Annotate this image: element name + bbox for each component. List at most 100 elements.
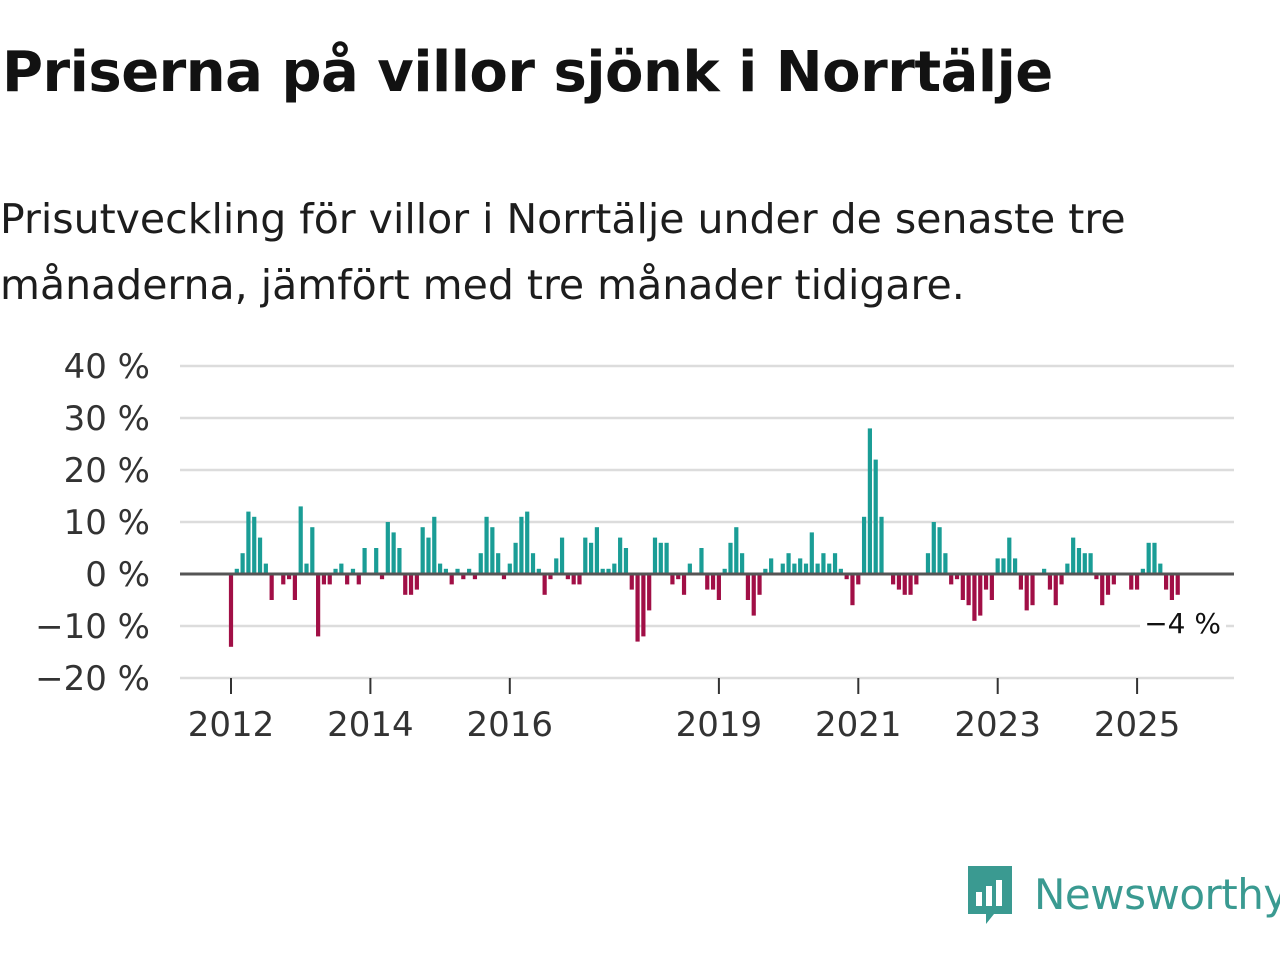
bar — [925, 553, 931, 574]
bar — [1146, 542, 1151, 574]
bar — [345, 574, 350, 585]
bar — [989, 574, 994, 600]
bar — [658, 542, 663, 574]
bar — [728, 542, 733, 574]
bar — [461, 574, 466, 580]
bar — [943, 553, 948, 574]
annotations: −4 % — [1140, 607, 1226, 642]
bar — [716, 574, 721, 600]
bar — [734, 527, 739, 574]
x-tick-label: 2021 — [815, 705, 902, 745]
bar — [629, 574, 634, 590]
bar — [281, 574, 286, 585]
bar — [1047, 574, 1053, 590]
bar — [374, 548, 379, 574]
bar — [292, 574, 297, 600]
bar — [455, 568, 460, 574]
bar — [228, 574, 234, 647]
bar — [594, 527, 600, 574]
bar — [1053, 574, 1058, 606]
bar — [612, 563, 617, 574]
bar — [263, 563, 268, 574]
bar — [798, 558, 803, 574]
bars — [228, 428, 1180, 647]
y-tick-label: −10 % — [35, 607, 150, 647]
bar — [577, 574, 582, 585]
bar — [443, 568, 448, 574]
bar — [960, 574, 965, 600]
newsworthy-logo: Newsworthy — [964, 862, 1280, 926]
bar — [362, 548, 367, 574]
chart-title: Priserna på villor sjönk i Norrtälje — [2, 40, 1053, 105]
x-tick-label: 2012 — [188, 705, 275, 745]
bar — [327, 574, 332, 585]
newsworthy-logo-icon — [968, 866, 1012, 924]
brand-name: Newsworthy — [1034, 869, 1280, 919]
bar — [379, 574, 385, 580]
bar — [902, 574, 907, 595]
bar — [670, 574, 675, 585]
bar — [571, 574, 576, 585]
bar — [780, 563, 785, 574]
bar — [1071, 537, 1076, 574]
bar — [710, 574, 716, 590]
bar — [391, 532, 396, 574]
bar — [478, 553, 483, 574]
bar — [310, 527, 315, 574]
bar — [803, 563, 809, 574]
bar — [635, 574, 640, 642]
bar — [647, 574, 652, 611]
bar — [484, 516, 489, 574]
bar — [513, 542, 518, 574]
bar — [252, 516, 257, 574]
bar — [856, 574, 861, 585]
bar — [385, 522, 390, 574]
bar — [1007, 537, 1012, 574]
bar — [321, 574, 327, 585]
bar — [972, 574, 977, 621]
bar — [809, 532, 814, 574]
bar — [740, 553, 745, 574]
bar — [623, 548, 629, 574]
bar — [583, 537, 588, 574]
bar — [699, 548, 704, 574]
y-tick-label: 40 % — [64, 347, 150, 387]
bar — [1129, 574, 1134, 590]
bar — [530, 553, 536, 574]
bar-chart: 40 %30 %20 %10 %0 %−10 %−20 % 2012 2014 20… — [35, 347, 1234, 745]
bar — [1030, 574, 1035, 606]
bar — [832, 553, 838, 574]
bar — [786, 553, 791, 574]
bar — [815, 563, 820, 574]
bar — [420, 527, 425, 574]
bar — [437, 563, 443, 574]
bar — [548, 574, 553, 580]
bar — [949, 574, 954, 585]
bar — [234, 568, 239, 574]
bar — [1001, 558, 1006, 574]
bar — [496, 553, 501, 574]
y-axis-labels: 40 % 30 % 20 % 10 % 0 % −10 % −20 % — [35, 347, 150, 699]
bar — [408, 574, 414, 595]
x-tick-label: 2014 — [327, 705, 414, 745]
bar — [954, 574, 960, 580]
y-tick-label: −20 % — [35, 659, 150, 699]
bar — [867, 428, 872, 574]
bar — [1012, 558, 1018, 574]
bar — [931, 522, 936, 574]
bar — [914, 574, 919, 585]
bar — [838, 568, 843, 574]
bar — [449, 574, 454, 585]
bar — [426, 537, 431, 574]
bar — [333, 568, 338, 574]
bar — [490, 527, 495, 574]
bar — [565, 574, 570, 580]
last-value-label-bg — [1140, 608, 1226, 642]
bar — [1158, 563, 1163, 574]
bar — [304, 563, 309, 574]
bar — [501, 574, 507, 580]
bar — [827, 563, 832, 574]
y-tick-label: 20 % — [64, 451, 150, 491]
bar — [873, 459, 878, 574]
bar — [432, 516, 437, 574]
